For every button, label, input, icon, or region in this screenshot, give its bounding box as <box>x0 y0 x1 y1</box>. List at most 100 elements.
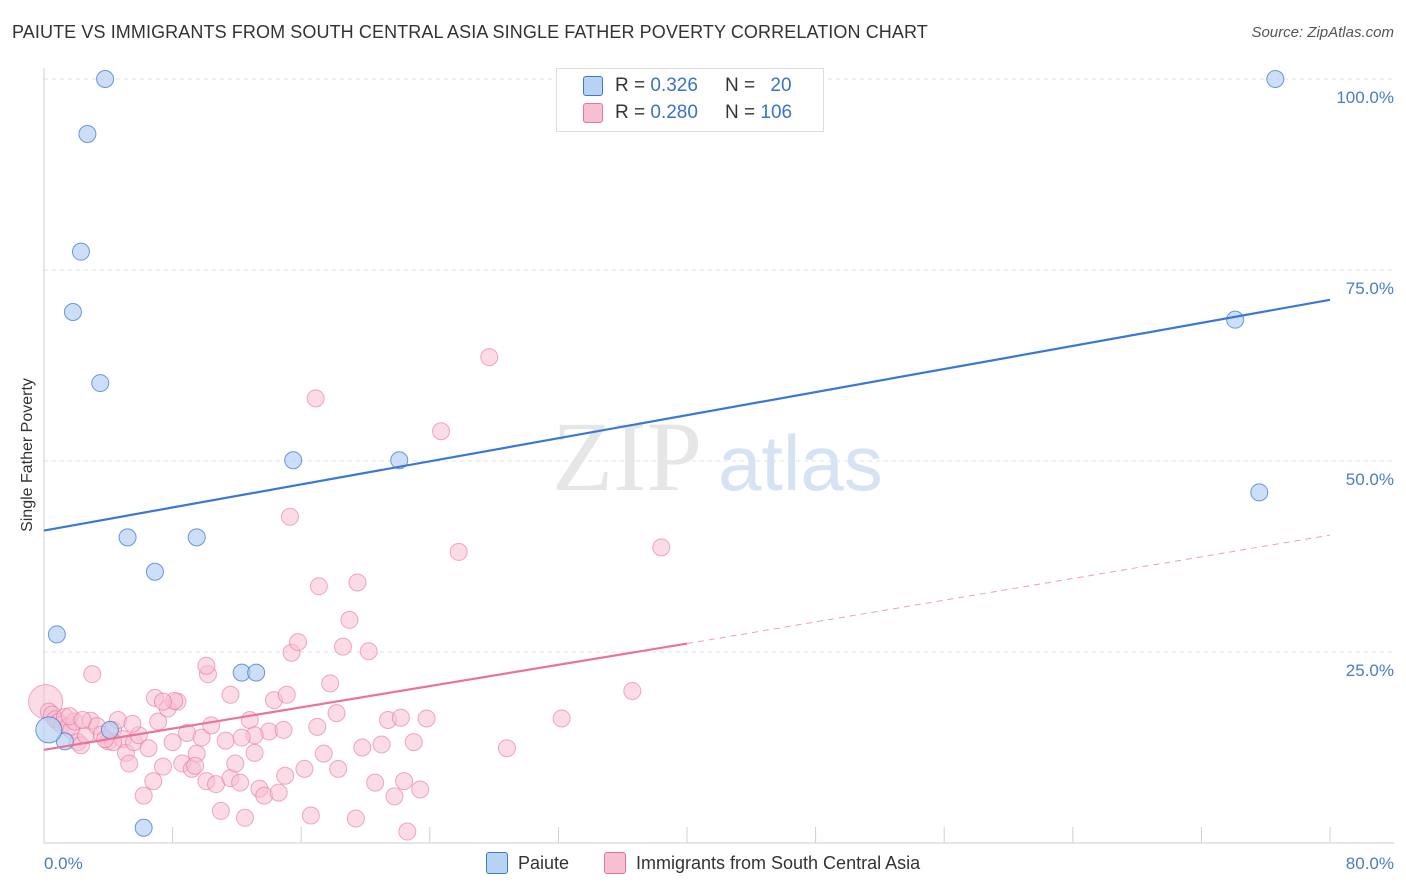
data-point-immigrants <box>139 739 158 758</box>
data-point-immigrants <box>226 754 245 773</box>
data-point-immigrants <box>120 754 139 773</box>
data-point-paiute <box>63 303 82 322</box>
watermark-zip: ZIP <box>552 401 702 512</box>
data-point-immigrants <box>197 656 216 675</box>
data-point-immigrants <box>216 731 235 750</box>
data-point-immigrants <box>623 681 642 700</box>
chart-title: PAIUTE VS IMMIGRANTS FROM SOUTH CENTRAL … <box>12 22 928 42</box>
trend-line-paiute <box>43 298 1331 532</box>
legend-r-label: R = <box>615 75 646 96</box>
data-point-immigrants <box>333 637 352 656</box>
legend-swatch-paiute <box>583 76 603 96</box>
y-tick-label: 50.0% <box>1346 470 1394 489</box>
legend-swatch-paiute <box>486 852 508 874</box>
data-point-immigrants <box>163 733 182 752</box>
data-point-immigrants <box>359 642 378 661</box>
data-point-immigrants <box>202 716 221 735</box>
data-point-paiute <box>1250 483 1269 502</box>
data-point-immigrants <box>309 577 328 596</box>
series-paiute <box>35 70 1285 837</box>
data-point-immigrants <box>372 735 391 754</box>
source-label: Source: ZipAtlas.com <box>1251 24 1394 41</box>
data-point-immigrants <box>186 756 205 775</box>
data-point-paiute <box>96 70 115 88</box>
data-point-immigrants <box>192 728 211 747</box>
data-point-immigrants <box>411 780 430 799</box>
data-point-immigrants <box>280 507 299 526</box>
data-point-immigrants <box>480 348 499 367</box>
data-point-immigrants <box>235 808 254 827</box>
gridlines <box>44 78 1394 653</box>
watermark: ZIP atlas <box>552 401 883 512</box>
data-point-paiute <box>284 451 303 470</box>
data-point-immigrants <box>153 692 172 711</box>
x-tick-label-max: 80.0% <box>1346 854 1394 873</box>
data-point-immigrants <box>276 766 295 785</box>
data-point-immigrants <box>340 610 359 629</box>
data-point-immigrants <box>321 674 340 693</box>
y-tick-label: 75.0% <box>1346 279 1394 298</box>
x-tick-label-min: 0.0% <box>44 854 83 873</box>
data-point-immigrants <box>449 542 468 561</box>
data-point-immigrants <box>552 709 571 728</box>
data-point-paiute <box>47 625 66 644</box>
data-point-immigrants <box>144 772 163 791</box>
data-point-immigrants <box>288 633 307 652</box>
data-point-paiute <box>1226 310 1245 329</box>
stats-legend: R = 0.326 N = 20 R = 0.280 N = 106 <box>556 68 824 132</box>
y-tick-label: 25.0% <box>1346 661 1394 680</box>
data-point-immigrants <box>211 801 230 820</box>
data-point-immigrants <box>652 538 671 557</box>
data-point-immigrants <box>153 757 172 776</box>
data-point-immigrants <box>327 704 346 723</box>
data-point-immigrants <box>231 773 250 792</box>
data-point-immigrants <box>295 759 314 778</box>
data-point-immigrants <box>432 422 451 441</box>
data-point-immigrants <box>314 744 333 763</box>
legend-swatch-immigrants <box>583 103 603 123</box>
data-point-immigrants <box>348 573 367 592</box>
data-point-immigrants <box>417 709 436 728</box>
data-point-paiute <box>187 528 206 547</box>
data-point-immigrants <box>221 685 240 704</box>
data-point-paiute <box>100 720 119 739</box>
data-point-paiute <box>71 242 90 261</box>
data-point-immigrants <box>277 685 296 704</box>
legend-label-immigrants: Immigrants from South Central Asia <box>636 852 921 873</box>
legend-label-paiute: Paiute <box>518 852 570 873</box>
legend-item-immigrants[interactable]: Immigrants from South Central Asia <box>604 852 920 874</box>
series-legend: Paiute Immigrants from South Central Asi… <box>0 852 1406 876</box>
legend-r-value: 0.280 <box>650 102 698 123</box>
legend-r-label: R = <box>615 102 646 123</box>
data-point-immigrants <box>385 787 404 806</box>
data-point-paiute <box>247 663 266 682</box>
data-point-paiute <box>91 374 110 393</box>
data-point-paiute <box>35 716 63 744</box>
data-point-immigrants <box>301 806 320 825</box>
data-point-immigrants <box>269 783 288 802</box>
legend-n-label: N = <box>725 75 756 96</box>
legend-item-paiute[interactable]: Paiute <box>486 852 569 874</box>
series-immigrants <box>28 348 671 841</box>
data-point-immigrants <box>353 738 372 757</box>
data-point-immigrants <box>308 717 327 736</box>
data-point-immigrants <box>391 708 410 727</box>
data-point-immigrants <box>306 389 325 408</box>
legend-n-value: 20 <box>770 75 792 96</box>
data-point-immigrants <box>404 733 423 752</box>
y-tick-label: 100.0% <box>1336 88 1394 107</box>
legend-row-immigrants: R = 0.280 N = 106 <box>583 100 792 126</box>
data-point-immigrants <box>134 786 153 805</box>
data-point-immigrants <box>398 822 417 841</box>
data-point-immigrants <box>274 720 293 739</box>
data-point-immigrants <box>83 665 102 684</box>
data-point-paiute <box>78 125 97 144</box>
data-point-immigrants <box>232 728 251 747</box>
legend-swatch-immigrants <box>604 852 626 874</box>
watermark-atlas: atlas <box>718 419 883 507</box>
data-point-immigrants <box>497 739 516 758</box>
data-point-paiute <box>390 451 409 470</box>
data-point-immigrants <box>73 710 92 729</box>
trend-line-immigrants-extension <box>686 534 1331 645</box>
